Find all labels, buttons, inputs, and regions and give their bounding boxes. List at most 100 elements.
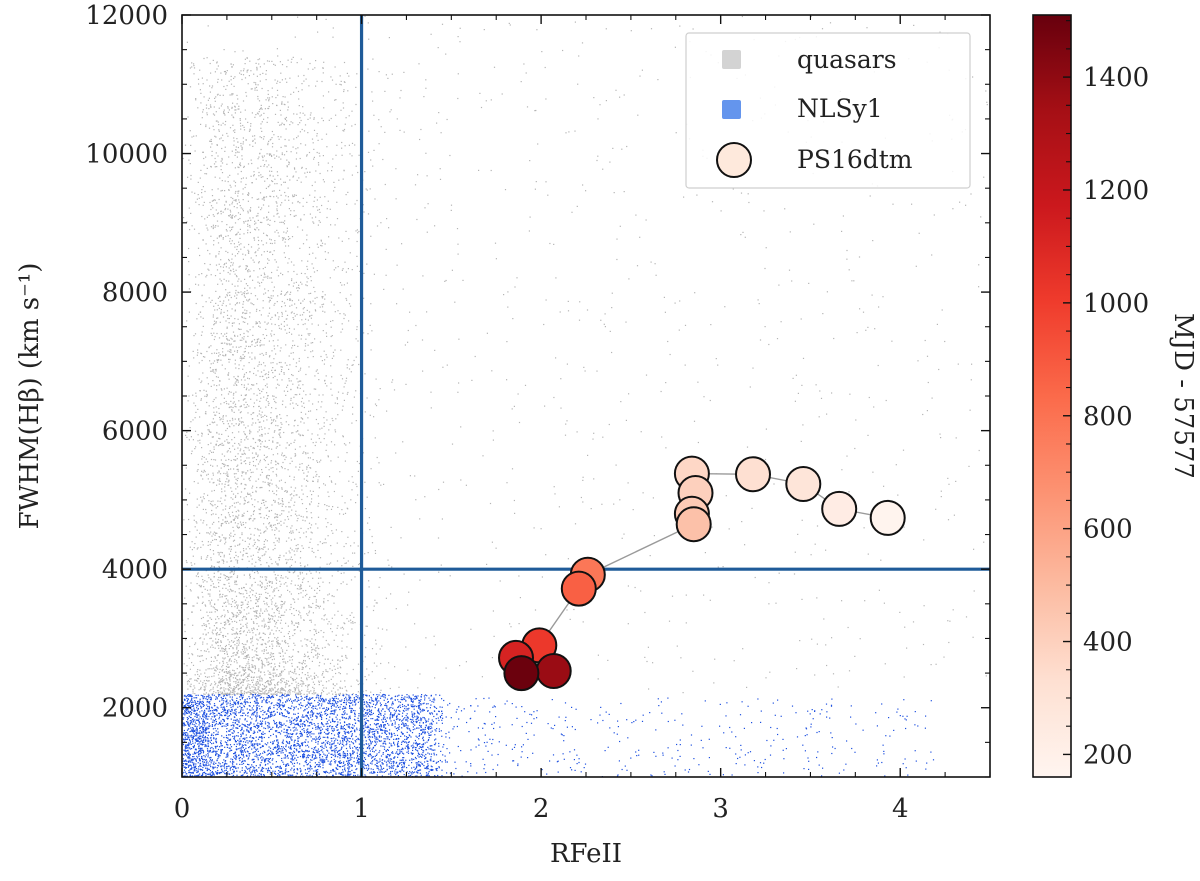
quasar-dot bbox=[267, 144, 269, 146]
quasar-dot bbox=[279, 554, 281, 556]
quasar-dot bbox=[217, 297, 219, 299]
quasar-dot bbox=[340, 583, 342, 585]
quasar-dot bbox=[223, 609, 225, 611]
quasar-dot bbox=[259, 192, 262, 194]
quasar-dot bbox=[330, 224, 332, 226]
quasar-dot bbox=[278, 530, 280, 532]
quasar-dot bbox=[280, 614, 282, 616]
quasar-dot bbox=[268, 613, 270, 615]
quasar-dot bbox=[268, 490, 270, 492]
quasar-dot bbox=[205, 633, 207, 635]
quasar-dot bbox=[249, 669, 251, 671]
quasar-dot bbox=[309, 457, 311, 459]
quasar-dot bbox=[302, 106, 304, 108]
quasar-dot bbox=[220, 687, 222, 689]
quasar-dot bbox=[229, 184, 231, 186]
quasar-dot bbox=[255, 683, 257, 685]
quasar-dot bbox=[261, 548, 263, 550]
quasar-dot bbox=[286, 364, 288, 366]
quasar-dot bbox=[237, 108, 239, 110]
quasar-dot bbox=[216, 609, 218, 611]
quasar-dot bbox=[299, 562, 301, 564]
quasar-dot bbox=[254, 499, 256, 501]
quasar-dot bbox=[261, 499, 264, 501]
quasar-dot bbox=[265, 649, 267, 651]
quasar-dot bbox=[188, 681, 190, 683]
quasar-dot bbox=[202, 306, 204, 308]
quasar-dot bbox=[249, 687, 251, 689]
quasar-dot bbox=[225, 635, 227, 637]
quasar-dot bbox=[262, 683, 264, 686]
quasar-dot bbox=[236, 233, 238, 235]
quasar-dot bbox=[203, 520, 205, 522]
quasar-dot bbox=[330, 480, 332, 482]
quasar-dot bbox=[212, 316, 214, 318]
quasar-dot bbox=[278, 610, 280, 612]
quasar-dot bbox=[280, 619, 282, 621]
quasar-dot bbox=[207, 473, 209, 475]
quasar-dot bbox=[328, 429, 330, 431]
quasar-dot bbox=[207, 433, 209, 435]
quasar-dot bbox=[231, 571, 233, 573]
quasar-dot bbox=[303, 422, 305, 424]
quasar-dot bbox=[224, 683, 226, 685]
quasar-dot bbox=[230, 655, 233, 658]
quasar-dot bbox=[210, 345, 212, 347]
quasar-dot bbox=[352, 364, 354, 366]
quasar-dot bbox=[262, 279, 264, 281]
quasar-dot bbox=[202, 508, 204, 510]
quasar-dot bbox=[217, 376, 219, 378]
quasar-dot bbox=[259, 637, 261, 639]
quasar-dot bbox=[265, 646, 267, 648]
quasar-dot bbox=[227, 350, 229, 352]
quasar-dot bbox=[292, 146, 294, 148]
quasar-dot bbox=[235, 367, 237, 369]
quasar-dot bbox=[238, 368, 240, 370]
quasar-dot bbox=[253, 81, 255, 84]
quasar-dot bbox=[249, 287, 251, 289]
quasar-dot bbox=[294, 303, 296, 305]
quasar-dot bbox=[294, 448, 296, 450]
quasar-dot bbox=[214, 603, 216, 605]
quasar-dot bbox=[258, 670, 260, 672]
quasar-dot bbox=[310, 531, 312, 533]
quasar-dot bbox=[239, 678, 241, 680]
quasar-dot bbox=[269, 238, 271, 240]
quasar-dot bbox=[289, 77, 291, 79]
quasar-dot bbox=[293, 167, 296, 169]
quasar-dot bbox=[248, 686, 250, 688]
quasar-dot bbox=[269, 595, 271, 597]
quasar-dot bbox=[226, 672, 228, 674]
quasar-dot bbox=[205, 658, 207, 660]
quasar-dot bbox=[311, 323, 313, 325]
quasar-dot bbox=[201, 655, 203, 657]
quasar-dot bbox=[276, 213, 278, 215]
quasar-dot bbox=[237, 195, 239, 197]
quasar-dot bbox=[228, 591, 231, 593]
quasar-dot bbox=[297, 598, 299, 600]
quasar-dot bbox=[265, 526, 267, 528]
quasar-dot bbox=[235, 109, 237, 111]
quasar-dot bbox=[324, 538, 326, 540]
quasar-dot bbox=[274, 517, 276, 519]
quasar-dot bbox=[269, 680, 271, 683]
quasar-dot bbox=[362, 204, 364, 206]
quasar-dot bbox=[311, 587, 313, 589]
quasar-dot bbox=[218, 407, 220, 410]
quasar-dot bbox=[284, 686, 287, 688]
quasar-dot bbox=[255, 610, 257, 612]
quasar-dot bbox=[280, 361, 282, 364]
quasar-dot bbox=[332, 532, 334, 534]
quasar-dot bbox=[378, 71, 380, 73]
quasar-dot bbox=[241, 158, 243, 160]
quasar-dot bbox=[238, 266, 240, 268]
quasar-dot bbox=[222, 636, 224, 638]
quasar-dot bbox=[318, 379, 320, 381]
quasar-dot bbox=[251, 418, 253, 420]
quasar-dot bbox=[203, 650, 206, 652]
quasar-dot bbox=[208, 108, 210, 110]
quasar-dot bbox=[260, 671, 262, 673]
quasar-dot bbox=[209, 360, 211, 362]
quasar-dot bbox=[247, 501, 249, 504]
quasar-dot bbox=[327, 623, 329, 625]
